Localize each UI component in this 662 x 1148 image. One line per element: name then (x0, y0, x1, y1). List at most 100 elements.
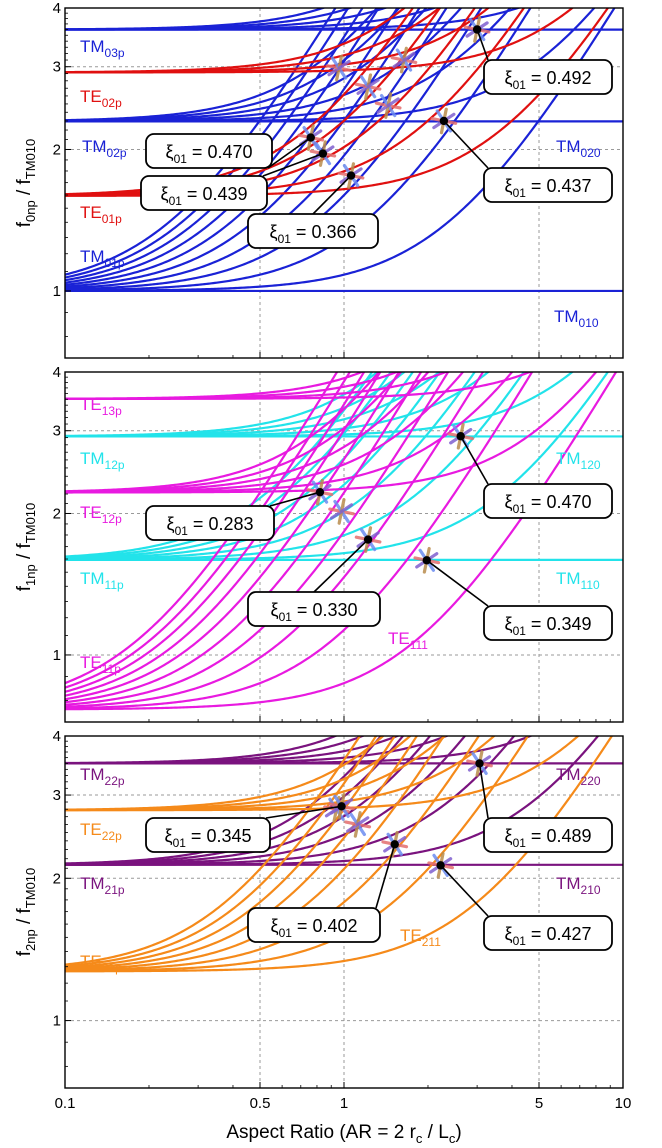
series-line-tm-p1-p4 (65, 372, 442, 560)
crossing-asterisk (344, 811, 372, 838)
mode-label-sub: 12p (105, 458, 125, 472)
y-axis-title-part: f (14, 221, 35, 227)
xi-value: 0.345 (206, 826, 251, 846)
y-axis-title-slash: / (14, 913, 35, 929)
series-line-te-p1-p2 (65, 372, 534, 710)
xi-value: 0.470 (207, 142, 252, 162)
crossing-point (363, 535, 373, 544)
x-axis-title-part: ) (455, 1122, 461, 1143)
series-line-te-p1-p6 (65, 372, 401, 701)
series-line-tm-p0-p4 (65, 8, 448, 290)
crossing-point (337, 802, 346, 811)
series-line-te-p2-p5 (65, 736, 419, 970)
crossing-point (436, 861, 445, 870)
mode-label-sub: 111 (410, 638, 429, 652)
xi-equals: = (526, 826, 547, 846)
y-axis-title-part: 2np (23, 929, 38, 951)
crossing-point (439, 116, 449, 126)
callout-leader (478, 763, 489, 819)
mode-label-te13p: TE13p (80, 395, 122, 418)
mode-label-name: TE (80, 503, 102, 522)
xi-symbol: ξ (167, 514, 175, 534)
xi-callout-label: ξ01 = 0.330 (271, 600, 358, 624)
xi-equals: = (526, 492, 547, 512)
mode-label-sub: 02p (107, 146, 127, 160)
mode-label-sub: 211 (422, 935, 441, 949)
mode-label-name: TM (80, 765, 105, 784)
callout-leader (426, 559, 489, 607)
crossing-asterisk (374, 92, 402, 119)
crossing-point (315, 487, 325, 497)
x-axis-title-part: / L (422, 1122, 448, 1143)
x-tick-label: 5 (535, 1095, 543, 1112)
mode-label-te111: TE111 (388, 629, 428, 652)
mode-label-sub: 020 (581, 146, 601, 160)
crossing-asterisk (325, 54, 353, 82)
x-tick-label: 0.5 (250, 1095, 271, 1112)
series-line-tm-p0-p5 (65, 8, 327, 31)
y-tick-label: 1 (53, 647, 61, 664)
xi-symbol: ξ (270, 222, 278, 242)
series-line-te-p2-p8 (65, 736, 362, 966)
mode-label-sub: 220 (581, 774, 601, 788)
mode-label-name: TM (556, 137, 581, 156)
series-line-te-p2-p5 (65, 736, 385, 811)
xi-callout-box (247, 591, 381, 627)
xi-equals: = (292, 916, 313, 936)
x-ticks (64, 352, 624, 358)
xi-value: 0.427 (546, 924, 591, 944)
xi-subscript: 01 (513, 502, 527, 516)
xi-subscript: 01 (278, 232, 292, 246)
mode-label-te12p: TE12p (80, 503, 122, 526)
y-axis: 1 2 3 4 (53, 0, 71, 337)
y-tick-label: 1 (53, 1013, 61, 1030)
y-tick-label: 2 (53, 870, 61, 887)
series-line-te-p1-p10 (65, 372, 339, 685)
series-line-tm-p0-p1 (65, 8, 616, 292)
callout-leader (269, 491, 321, 507)
xi-subscript: 01 (513, 186, 527, 200)
xi-callout-box (247, 907, 381, 943)
series-line-tm-p1-p2 (65, 372, 526, 561)
xi-value: 0.366 (311, 222, 356, 242)
series-line-te-p1-p5 (65, 372, 403, 493)
y-tick-label: 3 (53, 787, 61, 804)
crossing-asterisk (390, 46, 418, 74)
xi-callout-box (145, 133, 273, 169)
mode-label-tm01p: TM01p (80, 247, 125, 270)
xi-equals: = (187, 142, 208, 162)
y-axis-title-part: TM010 (23, 503, 38, 543)
y-axis-title-part: 1np (23, 564, 38, 586)
crossing-point (456, 432, 465, 441)
series-line-te-p1-p4 (65, 372, 430, 494)
mode-label-sub: 110 (581, 578, 600, 592)
y-axis-title-part: f (14, 178, 35, 184)
xi-value: 0.437 (546, 176, 591, 196)
xi-symbol: ξ (505, 614, 513, 634)
xi-subscript: 01 (513, 624, 527, 638)
xi-symbol: ξ (505, 924, 513, 944)
y-tick-label: 3 (53, 59, 61, 76)
series-line-tm-p0-p9 (65, 8, 350, 279)
callout-leader (262, 152, 324, 177)
series-line-tm-p2-p4 (65, 736, 432, 866)
xi-callout-box (483, 915, 613, 951)
series-line-tm-p0-p5 (65, 8, 401, 122)
series-line-tm-p1-p5 (65, 372, 380, 438)
curves (65, 372, 623, 711)
crossing-point (318, 149, 328, 158)
xi-callout-box (145, 505, 275, 541)
xi-value: 0.330 (312, 600, 357, 620)
xi-callout-label: ξ01 = 0.283 (167, 514, 254, 538)
mode-label-tm11p: TM11p (80, 569, 124, 592)
y-axis-title-part: f (14, 585, 35, 591)
xi-value: 0.470 (546, 492, 591, 512)
series-line-te-p2-p7 (65, 736, 378, 968)
xi-subscript: 01 (279, 610, 293, 624)
xi-symbol: ξ (505, 176, 513, 196)
mode-label-name: TE (80, 203, 102, 222)
xi-callout-label: ξ01 = 0.492 (505, 68, 592, 92)
